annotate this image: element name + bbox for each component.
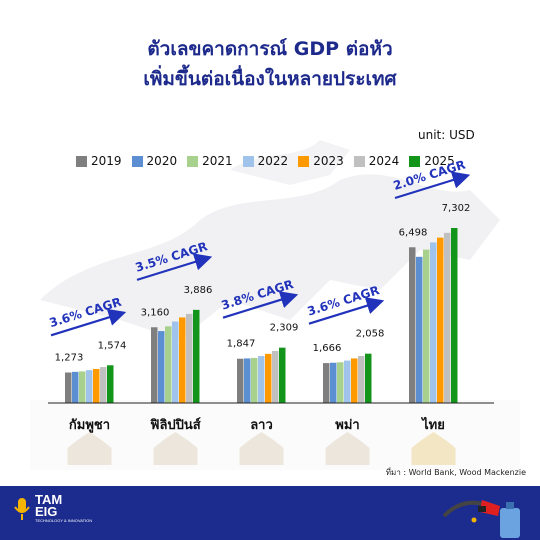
bar [416,257,423,403]
landmark-illustration [240,432,284,465]
source-note: ที่มา : World Bank, Wood Mackenzie [386,466,526,479]
bar [100,367,107,403]
bar [258,356,265,403]
bar [65,372,72,403]
bar [86,370,93,403]
bar [337,362,344,403]
bar [437,238,444,403]
logo-tagline: TECHNOLOGY & INNOVATION [35,518,92,523]
data-label: 2,058 [356,329,385,340]
bar [93,369,100,403]
bar-chart: 1,273 1,574 3,160 3,886 1,847 2,309 1,666 2,058… [0,0,540,486]
bar [158,331,165,403]
bars-group [65,228,458,403]
data-label: 1,666 [313,343,342,354]
x-tick-label: กัมพูชา [69,418,110,433]
landmark-illustration [412,432,456,465]
bar [272,351,279,403]
bar [186,314,193,403]
bar [323,363,330,403]
landmark-illustration [154,432,198,465]
bar [409,247,416,403]
data-labels-group: 1,273 1,574 3,160 3,886 1,847 2,309 1,666 2,058… [55,203,471,363]
bar [330,363,337,403]
bar [423,250,430,403]
data-label: 6,498 [399,227,428,238]
bar [265,354,272,403]
bar [165,326,172,403]
x-tick-labels: กัมพูชา ฟิลิปปินส์ ลาว พม่า ไทย [69,416,445,433]
landmark-illustration [326,432,370,465]
landmark-illustration [68,432,112,465]
bar [237,359,244,403]
data-label: 1,273 [55,352,84,363]
data-label: 1,574 [98,340,127,351]
bar [451,228,458,403]
bar [365,354,372,403]
fuel-pump-nozzle-icon [434,486,524,540]
bar [251,358,258,403]
data-label: 7,302 [442,203,471,214]
logo-sub-text: EIG [35,506,92,518]
bar [444,233,451,403]
data-label: 3,160 [141,307,170,318]
bar [430,242,437,403]
bar [72,372,79,403]
x-tick-label: ไทย [420,416,445,433]
bar [79,371,86,403]
bar [107,365,114,403]
x-tick-label: ฟิลิปปินส์ [150,417,201,433]
bar [179,317,186,403]
bar [351,358,358,403]
tamweig-logo: TAM EIG TECHNOLOGY & INNOVATION [12,494,92,523]
microphone-icon [12,495,32,523]
bar [244,358,251,403]
country-landmark-illustrations [68,432,456,465]
x-tick-label: พม่า [335,418,359,433]
bar [358,356,365,403]
x-tick-label: ลาว [250,418,273,433]
bar [279,348,286,403]
data-label: 2,309 [270,323,299,334]
footer-bar: TAM EIG TECHNOLOGY & INNOVATION [0,486,540,540]
bar [193,310,200,403]
data-label: 3,886 [184,285,213,296]
bar [151,327,158,403]
data-label: 1,847 [227,339,256,350]
bar [344,361,351,403]
bar [172,322,179,403]
